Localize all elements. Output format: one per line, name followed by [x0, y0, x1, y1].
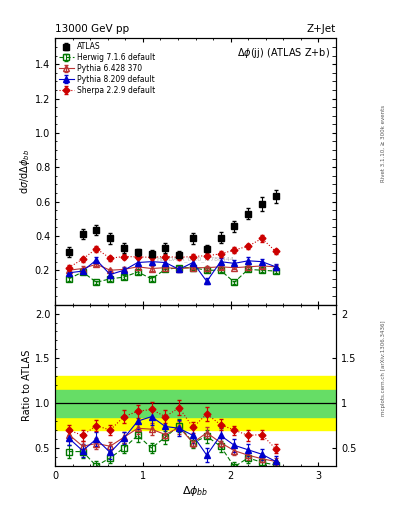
Text: 13000 GeV pp: 13000 GeV pp — [55, 24, 129, 34]
Text: $\Delta\phi$(jj) (ATLAS Z+b): $\Delta\phi$(jj) (ATLAS Z+b) — [237, 47, 331, 60]
Bar — [55, 376, 336, 430]
Y-axis label: d$\sigma$/d$\Delta\phi_{bb}$: d$\sigma$/d$\Delta\phi_{bb}$ — [18, 149, 32, 194]
Y-axis label: Ratio to ATLAS: Ratio to ATLAS — [22, 350, 32, 421]
X-axis label: $\Delta\phi_{bb}$: $\Delta\phi_{bb}$ — [182, 483, 209, 498]
Text: Rivet 3.1.10, ≥ 300k events: Rivet 3.1.10, ≥ 300k events — [381, 105, 386, 182]
Text: mcplots.cern.ch [arXiv:1306.3436]: mcplots.cern.ch [arXiv:1306.3436] — [381, 321, 386, 416]
Bar — [55, 390, 336, 417]
Legend: ATLAS, Herwig 7.1.6 default, Pythia 6.428 370, Pythia 8.209 default, Sherpa 2.2.: ATLAS, Herwig 7.1.6 default, Pythia 6.42… — [57, 40, 157, 96]
Text: Z+Jet: Z+Jet — [307, 24, 336, 34]
Text: HEPDATA_0.20_I1788444: HEPDATA_0.20_I1788444 — [156, 257, 235, 262]
